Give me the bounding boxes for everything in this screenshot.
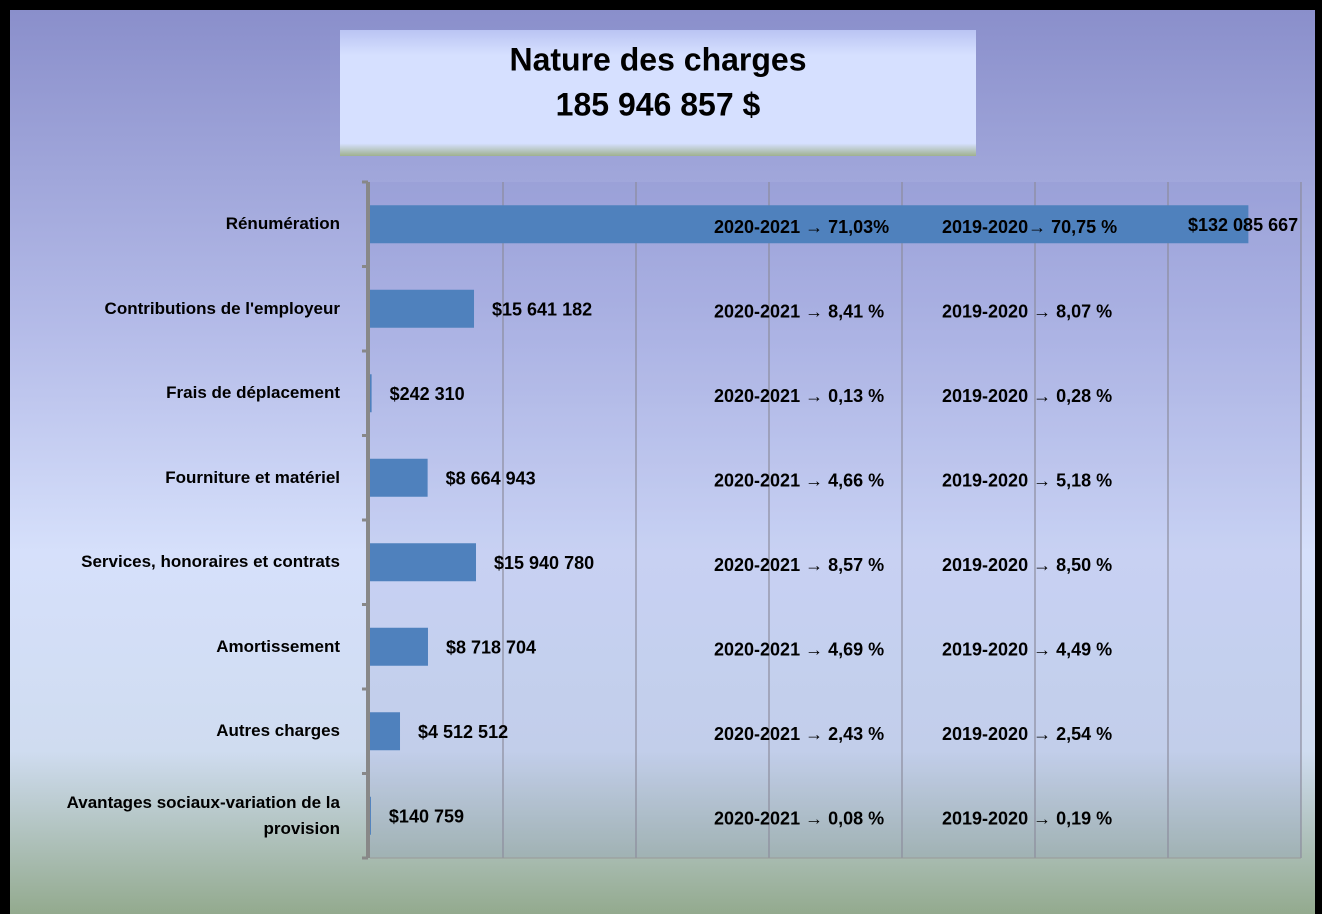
y-tick-label: Rénumération <box>225 214 340 234</box>
plot-area <box>370 182 1301 858</box>
annotation: 2020-2021 → 2,43 % <box>714 724 884 744</box>
annotation: 2020-2021 → 8,57 % <box>714 555 884 575</box>
y-tick-label: Fourniture et matériel <box>165 467 340 487</box>
title-box <box>340 30 976 156</box>
value-label: $15 940 780 <box>494 553 594 573</box>
value-label: $8 664 943 <box>446 469 536 489</box>
bar <box>370 627 428 666</box>
annotation: 2020-2021 → 71,03% <box>714 217 889 237</box>
y-tick-label: Avantages sociaux-variation de la provis… <box>66 792 340 838</box>
y-tick-label: Amortissement <box>216 636 340 656</box>
chart-title: Nature des charges <box>509 41 806 77</box>
background <box>10 10 1315 914</box>
annotation: 2019-2020 → 5,18 % <box>942 471 1112 491</box>
value-label: $8 718 704 <box>446 638 536 658</box>
bar <box>370 796 371 835</box>
y-tick-label: Services, honoraires et contrats <box>81 552 340 572</box>
y-tick-label: Autres charges <box>216 721 340 741</box>
value-label: $15 641 182 <box>492 300 592 320</box>
value-label: $140 759 <box>389 807 464 827</box>
y-tick-label: Frais de déplacement <box>166 383 340 403</box>
bar <box>370 458 428 497</box>
value-label: $242 310 <box>390 384 465 404</box>
annotation: 2019-2020 → 0,19 % <box>942 809 1112 829</box>
annotation: 2019-2020 → 4,49 % <box>942 640 1112 660</box>
bar <box>370 543 477 582</box>
annotation: 2020-2021 → 0,13 % <box>714 386 884 406</box>
bar <box>370 712 401 751</box>
annotation: 2020-2021 → 4,66 % <box>714 471 884 491</box>
bar <box>370 205 1249 244</box>
bar <box>370 374 372 413</box>
chart-subtitle: 185 946 857 $ <box>556 86 761 122</box>
bar <box>370 289 475 328</box>
annotation: 2019-2020 → 8,50 % <box>942 555 1112 575</box>
annotation: 2020-2021 → 0,08 % <box>714 809 884 829</box>
annotation: 2020-2021 → 8,41 % <box>714 302 884 322</box>
annotation: 2019-2020 → 2,54 % <box>942 724 1112 744</box>
annotation: 2019-2020 → 0,28 % <box>942 386 1112 406</box>
y-tick-label: Contributions de l'employeur <box>104 298 340 318</box>
annotation: 2019-2020 → 8,07 % <box>942 302 1112 322</box>
value-label: $132 085 667 <box>1188 215 1298 235</box>
annotation: 2019-2020→ 70,75 % <box>942 217 1117 237</box>
annotation: 2020-2021 → 4,69 % <box>714 640 884 660</box>
value-label: $4 512 512 <box>418 722 508 742</box>
